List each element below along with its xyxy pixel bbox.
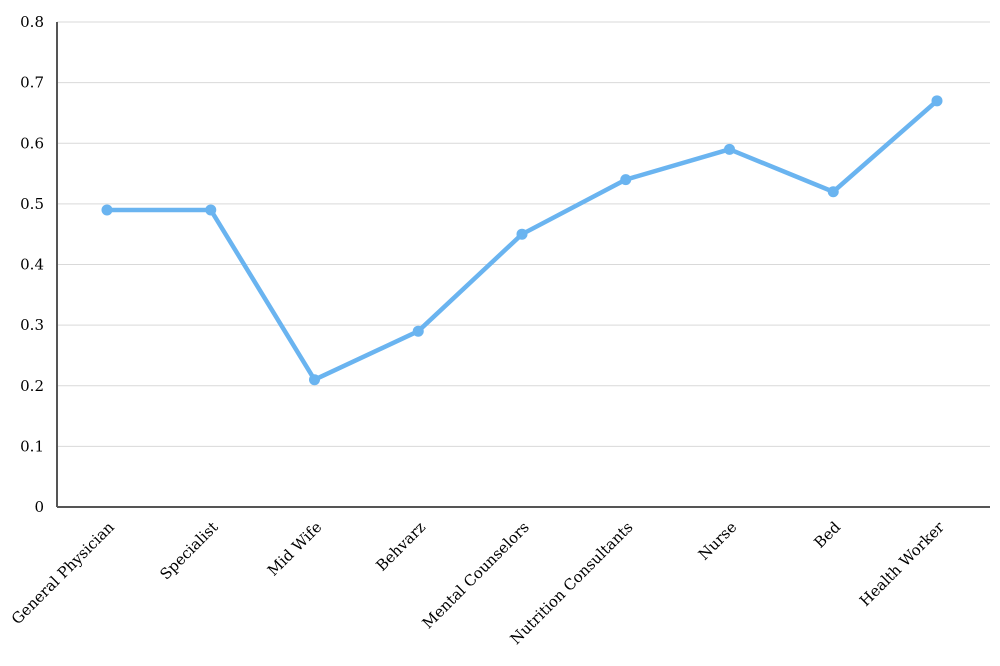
y-tick-label: 0.1: [20, 437, 44, 455]
data-point: [412, 325, 424, 337]
y-tick-label: 0.3: [20, 316, 44, 334]
data-point: [620, 174, 632, 186]
y-tick-label: 0.7: [20, 74, 44, 92]
x-tick-label: Specialist: [156, 518, 221, 583]
y-tick-label: 0.6: [20, 134, 44, 152]
x-tick-label: Behvarz: [372, 518, 429, 575]
data-point: [724, 143, 735, 155]
series-line: [104, 98, 940, 382]
data-point: [827, 186, 839, 198]
y-tick-label: 0: [34, 498, 44, 516]
x-tick-label: General Physician: [8, 518, 118, 628]
y-tick-label: 0.2: [20, 377, 44, 395]
series-layer: [101, 95, 943, 386]
y-axis-ticks: 0 0.1 0.2 0.3 0.4 0.5 0.6 0.7 0.8: [20, 13, 44, 516]
gridlines: [57, 21, 990, 447]
data-point: [309, 374, 320, 386]
data-point: [516, 228, 528, 240]
x-tick-label: Bed: [810, 518, 844, 552]
x-tick-label: Mid Wife: [264, 518, 326, 580]
x-tick-label: Nutrition Consultants: [507, 518, 637, 648]
x-tick-label: Nurse: [695, 518, 741, 564]
data-point: [931, 95, 943, 107]
x-tick-label: Mental Counselors: [419, 518, 533, 632]
x-axis-ticks: General Physician Specialist Mid Wife Behva…: [8, 518, 949, 649]
data-point: [101, 204, 113, 216]
x-tick-label: Health Worker: [856, 518, 948, 610]
y-tick-label: 0.4: [20, 256, 44, 274]
y-tick-label: 0.8: [20, 13, 44, 31]
y-tick-label: 0.5: [20, 195, 44, 213]
data-point: [205, 204, 217, 216]
